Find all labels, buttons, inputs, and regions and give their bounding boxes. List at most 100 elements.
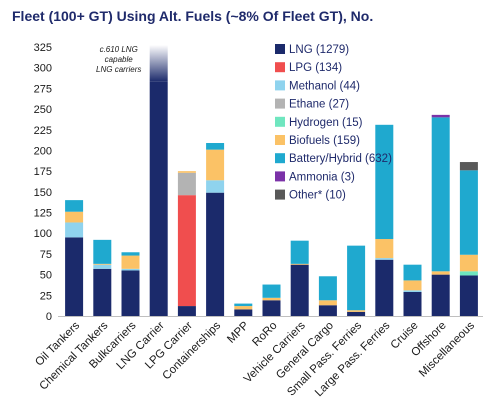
x-tick-label-mpp: MPP (225, 319, 251, 345)
bar-segment-miscellaneous-battery-hybrid (459, 170, 478, 255)
bar-segment-lpg-carrier-ethane (177, 172, 196, 196)
bar-stack-offshore (431, 114, 450, 316)
bar-segment-small-pass-ferries-lng (347, 311, 366, 316)
annotation-line-3: LNG carriers (96, 65, 141, 74)
bar-stack-chemical-tankers (93, 239, 112, 316)
legend-item-methanol: Methanol (44) (275, 80, 360, 92)
legend-swatch (275, 116, 285, 127)
bar-segment-chemical-tankers-lng (93, 268, 112, 316)
bar-segment-containerships-battery-hybrid (206, 143, 225, 150)
bar-segment-oil-tankers-lng (65, 237, 84, 316)
legend-label: Biofuels (159) (289, 135, 360, 147)
bar-segment-vehicle-carriers-lng (290, 264, 309, 316)
bar-segment-miscellaneous-hydrogen (459, 271, 478, 276)
y-tick-label-300: 300 (34, 63, 52, 75)
bar-segment-offshore-ammonia (431, 114, 450, 118)
bar-segment-cruise-battery-hybrid (403, 264, 422, 281)
legend: LNG (1279) LPG (134) Methanol (44) Ethane (… (275, 44, 392, 202)
bar-stack-containerships (206, 143, 225, 316)
bar-segment-cruise-biofuels (403, 280, 422, 291)
legend-item-battery-hybrid: Battery/Hybrid (632) (275, 153, 392, 165)
legend-label: Methanol (44) (289, 80, 360, 92)
y-tick-label-175: 175 (34, 166, 52, 178)
y-tick-label-275: 275 (34, 83, 52, 95)
bar-stack-mpp (234, 303, 253, 316)
bar-segment-small-pass-ferries-biofuels (347, 310, 366, 312)
legend-item-ammonia: Ammonia (3) (275, 171, 355, 183)
bars (65, 45, 478, 316)
y-tick-label-325: 325 (34, 42, 52, 54)
bar-segment-roro-biofuels (262, 297, 281, 301)
bar-segment-mpp-lng (234, 309, 253, 316)
legend-label: LPG (134) (289, 62, 342, 74)
bar-segment-miscellaneous-biofuels (459, 254, 478, 272)
bar-segment-bulkcarriers-methanol (121, 268, 140, 271)
bar-segment-offshore-biofuels (431, 271, 450, 275)
legend-swatch (275, 80, 285, 91)
bar-segment-small-pass-ferries-battery-hybrid (347, 245, 366, 311)
bar-segment-lpg-carrier-lng (177, 306, 196, 316)
bar-segment-lpg-carrier-biofuels (177, 171, 196, 173)
legend-item-biofuels: Biofuels (159) (275, 135, 360, 147)
bar-segment-chemical-tankers-battery-hybrid (93, 239, 112, 264)
annotation-line-1: c.610 LNG (100, 45, 138, 54)
bar-segment-chemical-tankers-biofuels (93, 263, 112, 265)
legend-label: LNG (1279) (289, 44, 349, 56)
bar-segment-roro-battery-hybrid (262, 284, 281, 298)
y-axis: 0 25 50 75 100 125 150 175 200 225 250 275 300 325 (34, 42, 483, 323)
bar-segment-large-pass-ferries-battery-hybrid (375, 124, 394, 240)
legend-swatch (275, 135, 285, 145)
bar-stack-cruise (403, 264, 422, 316)
bar-segment-lpg-carrier-lpg (177, 195, 196, 307)
bar-stack-general-cargo (318, 276, 337, 316)
bar-stack-miscellaneous (459, 162, 478, 316)
bar-segment-miscellaneous-other (459, 162, 478, 171)
bar-stack-small-pass-ferries (347, 245, 366, 316)
y-tick-label-200: 200 (34, 145, 52, 157)
bar-segment-vehicle-carriers-biofuels (290, 263, 309, 265)
bar-segment-oil-tankers-methanol (65, 222, 84, 238)
legend-swatch (275, 153, 285, 164)
legend-label: Ethane (27) (289, 99, 349, 111)
legend-item-lng: LNG (1279) (275, 44, 349, 56)
bar-segment-miscellaneous-lng (459, 275, 478, 316)
legend-label: Ammonia (3) (289, 171, 355, 183)
bar-segment-bulkcarriers-lng (121, 270, 140, 316)
bar-segment-offshore-battery-hybrid (431, 117, 450, 272)
bar-segment-general-cargo-lng (318, 305, 337, 316)
legend-label: Hydrogen (15) (289, 117, 363, 129)
bar-stack-large-pass-ferries (375, 124, 394, 316)
bar-segment-oil-tankers-biofuels (65, 211, 84, 223)
bar-segment-chemical-tankers-methanol (93, 264, 112, 269)
legend-swatch (275, 98, 285, 109)
bar-stack-vehicle-carriers (290, 240, 309, 316)
legend-label: Battery/Hybrid (632) (289, 153, 392, 165)
bar-segment-containerships-methanol (206, 180, 225, 193)
y-tick-label-250: 250 (34, 104, 52, 116)
bar-segment-bulkcarriers-biofuels (121, 255, 140, 269)
bar-segment-vehicle-carriers-battery-hybrid (290, 240, 309, 264)
bar-segment-containerships-lng (206, 192, 225, 316)
y-tick-label-125: 125 (34, 208, 52, 220)
bar-segment-cruise-lng (403, 291, 422, 316)
y-tick-label-225: 225 (34, 125, 52, 137)
bar-stack-oil-tankers (65, 200, 84, 316)
bar-segment-oil-tankers-battery-hybrid (65, 200, 84, 212)
legend-item-lpg: LPG (134) (275, 62, 342, 74)
bar-stack-lng-carrier (149, 45, 168, 316)
legend-swatch (275, 189, 285, 200)
y-tick-label-50: 50 (40, 270, 52, 282)
annotation-line-2: capable (105, 55, 134, 64)
legend-swatch (275, 62, 285, 73)
y-tick-label-150: 150 (34, 187, 52, 199)
y-tick-label-0: 0 (46, 311, 52, 323)
legend-item-hydrogen: Hydrogen (15) (275, 116, 363, 129)
bar-segment-mpp-biofuels (234, 306, 253, 310)
bar-segment-mpp-battery-hybrid (234, 303, 253, 307)
bar-segment-large-pass-ferries-lng (375, 259, 394, 316)
y-tick-label-100: 100 (34, 228, 52, 240)
legend-swatch (275, 44, 285, 54)
